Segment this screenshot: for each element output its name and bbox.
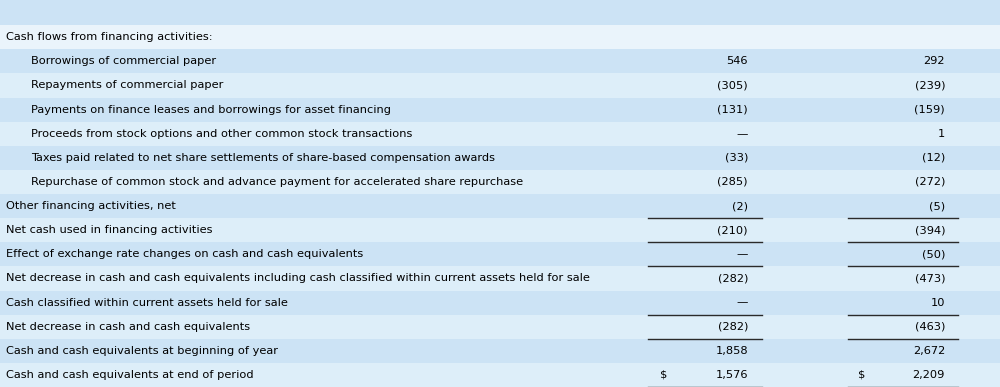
Text: 1: 1	[938, 129, 945, 139]
Text: 1,576: 1,576	[716, 370, 748, 380]
Text: (394): (394)	[914, 225, 945, 235]
Text: Cash and cash equivalents at end of period: Cash and cash equivalents at end of peri…	[6, 370, 254, 380]
Text: 546: 546	[726, 57, 748, 66]
Text: —: —	[737, 298, 748, 308]
Text: Cash and cash equivalents at beginning of year: Cash and cash equivalents at beginning o…	[6, 346, 278, 356]
Text: $: $	[660, 370, 667, 380]
Text: (285): (285)	[718, 177, 748, 187]
Text: (272): (272)	[915, 177, 945, 187]
Text: Borrowings of commercial paper: Borrowings of commercial paper	[31, 57, 216, 66]
FancyBboxPatch shape	[0, 146, 1000, 170]
Text: Effect of exchange rate changes on cash and cash equivalents: Effect of exchange rate changes on cash …	[6, 249, 363, 259]
Text: (12): (12)	[922, 153, 945, 163]
Text: Repayments of commercial paper: Repayments of commercial paper	[31, 80, 223, 91]
Text: 10: 10	[930, 298, 945, 308]
Text: Payments on finance leases and borrowings for asset financing: Payments on finance leases and borrowing…	[31, 104, 391, 115]
Text: (33): (33)	[725, 153, 748, 163]
Text: (239): (239)	[914, 80, 945, 91]
FancyBboxPatch shape	[0, 363, 1000, 387]
Text: $: $	[858, 370, 865, 380]
Text: 2,672: 2,672	[913, 346, 945, 356]
Text: 1,858: 1,858	[715, 346, 748, 356]
Text: Other financing activities, net: Other financing activities, net	[6, 201, 176, 211]
Text: Repurchase of common stock and advance payment for accelerated share repurchase: Repurchase of common stock and advance p…	[31, 177, 523, 187]
Text: (159): (159)	[914, 104, 945, 115]
Text: (5): (5)	[929, 201, 945, 211]
FancyBboxPatch shape	[0, 266, 1000, 291]
Text: Cash classified within current assets held for sale: Cash classified within current assets he…	[6, 298, 288, 308]
FancyBboxPatch shape	[0, 74, 1000, 98]
Text: —: —	[737, 249, 748, 259]
Text: (473): (473)	[914, 274, 945, 283]
FancyBboxPatch shape	[0, 0, 1000, 25]
Text: (210): (210)	[718, 225, 748, 235]
FancyBboxPatch shape	[0, 242, 1000, 266]
Text: (305): (305)	[717, 80, 748, 91]
Text: 292: 292	[924, 57, 945, 66]
Text: Taxes paid related to net share settlements of share-based compensation awards: Taxes paid related to net share settleme…	[31, 153, 495, 163]
FancyBboxPatch shape	[0, 25, 1000, 49]
FancyBboxPatch shape	[0, 315, 1000, 339]
FancyBboxPatch shape	[0, 49, 1000, 74]
FancyBboxPatch shape	[0, 291, 1000, 315]
FancyBboxPatch shape	[0, 170, 1000, 194]
Text: Net cash used in financing activities: Net cash used in financing activities	[6, 225, 212, 235]
Text: Proceeds from stock options and other common stock transactions: Proceeds from stock options and other co…	[31, 129, 412, 139]
Text: (282): (282)	[718, 274, 748, 283]
FancyBboxPatch shape	[0, 122, 1000, 146]
Text: (463): (463)	[915, 322, 945, 332]
Text: 2,209: 2,209	[913, 370, 945, 380]
FancyBboxPatch shape	[0, 218, 1000, 242]
Text: Net decrease in cash and cash equivalents: Net decrease in cash and cash equivalent…	[6, 322, 250, 332]
Text: —: —	[737, 129, 748, 139]
FancyBboxPatch shape	[0, 98, 1000, 122]
Text: (2): (2)	[732, 201, 748, 211]
Text: Net decrease in cash and cash equivalents including cash classified within curre: Net decrease in cash and cash equivalent…	[6, 274, 590, 283]
Text: (131): (131)	[717, 104, 748, 115]
Text: Cash flows from financing activities:: Cash flows from financing activities:	[6, 32, 213, 42]
Text: (50): (50)	[922, 249, 945, 259]
FancyBboxPatch shape	[0, 339, 1000, 363]
FancyBboxPatch shape	[0, 194, 1000, 218]
Text: (282): (282)	[718, 322, 748, 332]
